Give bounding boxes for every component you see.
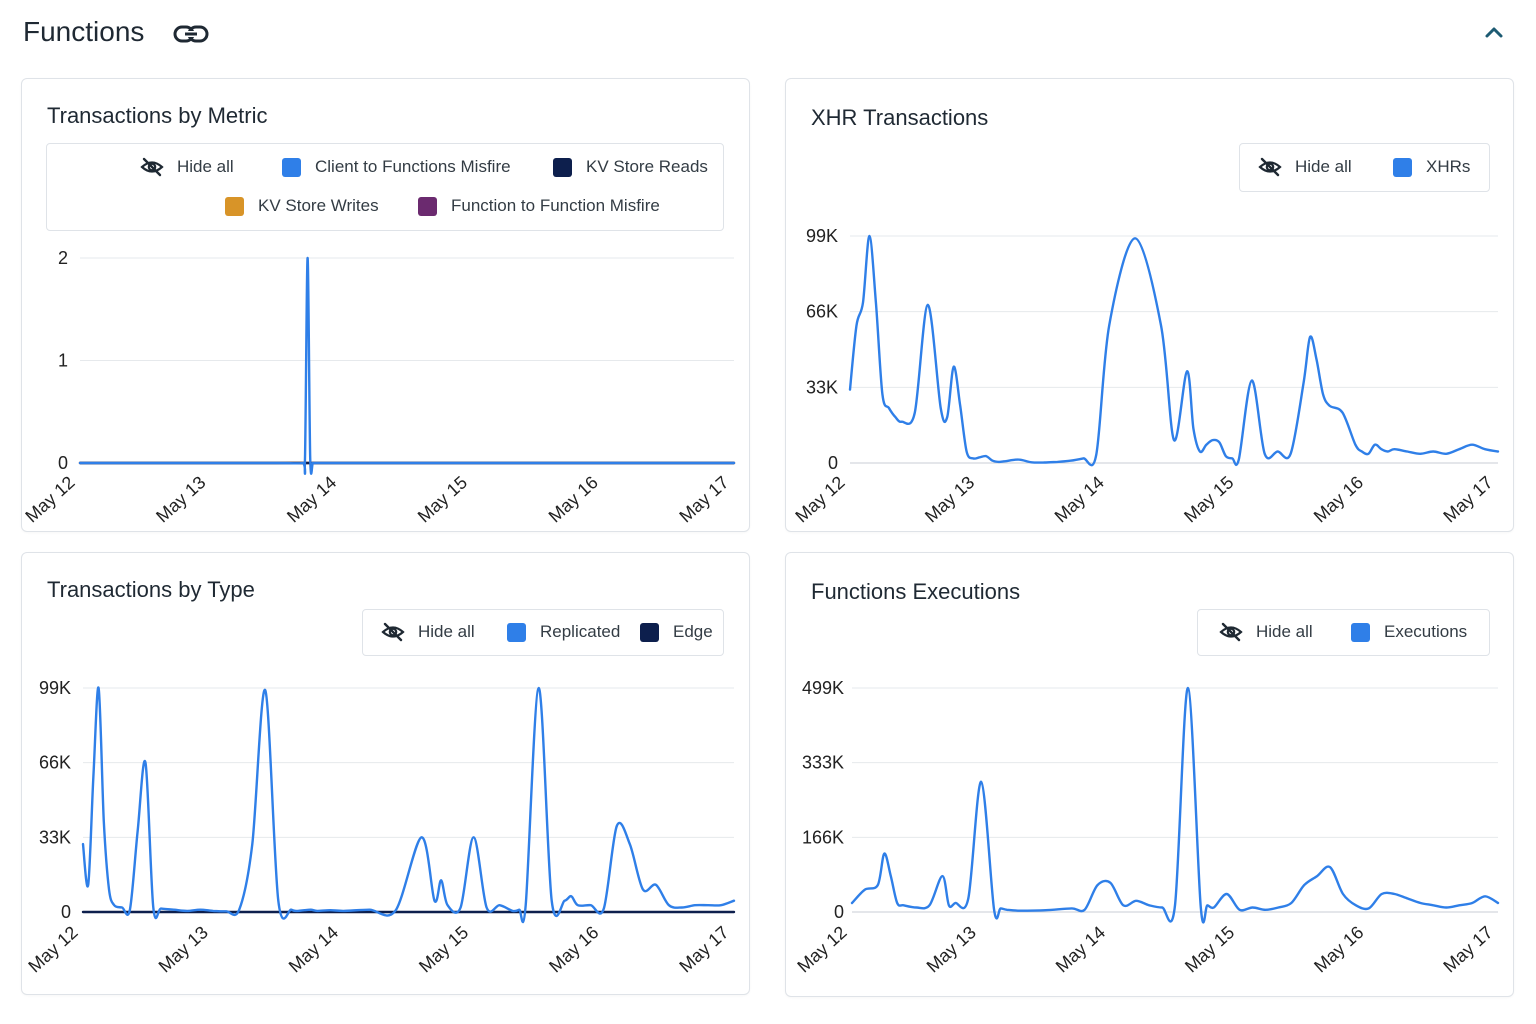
legend-swatch	[225, 196, 244, 216]
chevron-up-icon[interactable]	[1480, 20, 1508, 44]
legend-item-xhrs[interactable]: XHRs	[1393, 157, 1470, 177]
legend-item-kv-store-reads[interactable]: KV Store Reads	[553, 157, 708, 177]
eye-off-icon	[140, 157, 164, 177]
legend-item-edge[interactable]: Edge	[640, 622, 713, 642]
card-title: XHR Transactions	[811, 105, 989, 130]
card-title: Functions Executions	[811, 579, 1021, 604]
chart-legend: Hide all Executions	[1197, 609, 1490, 656]
page-title: Functions	[23, 16, 145, 47]
legend-label: Replicated	[540, 622, 621, 641]
card-xhr-transactions: XHR Transactions Hide all XHRs	[785, 78, 1514, 532]
hide-all-label: Hide all	[177, 157, 234, 176]
hide-all-button[interactable]: Hide all	[1219, 622, 1313, 642]
legend-item-kv-store-writes[interactable]: KV Store Writes	[225, 196, 379, 216]
section-header: Functions	[0, 0, 1536, 70]
legend-swatch	[282, 157, 301, 177]
chart-legend: Hide all XHRs	[1239, 143, 1490, 192]
legend-label: XHRs	[1426, 157, 1471, 176]
card-functions-executions: Functions Executions Hide all Executions	[785, 552, 1514, 997]
chart-legend: Hide all Replicated Edge	[362, 609, 724, 656]
legend-swatch	[418, 196, 437, 216]
hide-all-label: Hide all	[1256, 622, 1313, 641]
hide-all-button[interactable]: Hide all	[381, 622, 475, 642]
legend-label: Executions	[1384, 622, 1468, 641]
legend-swatch	[1351, 622, 1370, 642]
link-icon[interactable]	[172, 20, 210, 48]
eye-off-icon	[1219, 622, 1243, 642]
legend-item-replicated[interactable]: Replicated	[507, 622, 620, 642]
legend-swatch	[507, 622, 526, 642]
legend-item-client-to-functions-misfire[interactable]: Client to Functions Misfire	[282, 157, 511, 177]
hide-all-button[interactable]: Hide all	[1258, 157, 1352, 177]
legend-label: Client to Functions Misfire	[315, 157, 511, 176]
legend-label: KV Store Reads	[586, 157, 708, 176]
card-transactions-by-metric: Transactions by Metric Hide all Client t…	[21, 78, 750, 532]
legend-swatch	[640, 622, 659, 642]
eye-off-icon	[1258, 157, 1282, 177]
hide-all-label: Hide all	[1295, 157, 1352, 176]
eye-off-icon	[381, 622, 405, 642]
legend-item-executions[interactable]: Executions	[1351, 622, 1467, 642]
legend-label: Function to Function Misfire	[451, 196, 660, 215]
hide-all-label: Hide all	[418, 622, 475, 641]
legend-swatch	[1393, 157, 1412, 177]
legend-label: Edge	[673, 622, 713, 641]
card-title: Transactions by Type	[47, 577, 255, 602]
hide-all-button[interactable]: Hide all	[140, 157, 234, 177]
card-title: Transactions by Metric	[47, 103, 268, 128]
legend-item-function-to-function-misfire[interactable]: Function to Function Misfire	[418, 196, 660, 216]
chart-legend: Hide all Client to Functions Misfire KV …	[46, 143, 724, 231]
card-transactions-by-type: Transactions by Type Hide all Replicated…	[21, 552, 750, 995]
legend-swatch	[553, 157, 572, 177]
legend-label: KV Store Writes	[258, 196, 379, 215]
